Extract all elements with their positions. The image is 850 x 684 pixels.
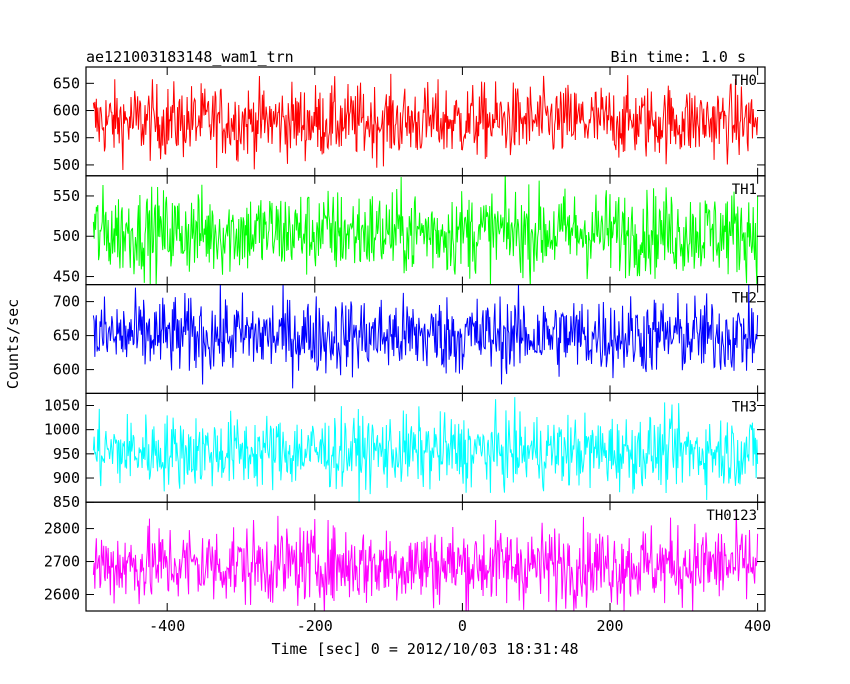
y-tick-label: 600 <box>53 102 80 120</box>
series-th3-line <box>92 397 759 503</box>
panels-group: TH0 500 550 600 650 TH1 450 500 550 TH2 600 650 700 T… <box>44 66 771 635</box>
y-tick-label: 950 <box>53 445 80 463</box>
y-tick-label: 500 <box>53 227 80 245</box>
panel-label-th1: TH1 <box>732 182 757 198</box>
panel-frame <box>85 501 766 612</box>
panel-label-th3: TH3 <box>732 399 757 415</box>
x-axis-label: Time [sec] 0 = 2012/10/03 18:31:48 <box>271 640 578 658</box>
y-tick-label: 650 <box>53 74 80 92</box>
bin-time-label: Bin time: 1.0 s <box>611 48 746 66</box>
panel-label-th0: TH0 <box>732 73 757 89</box>
y-tick-label: 2600 <box>44 586 80 604</box>
y-tick-label: 650 <box>53 327 80 345</box>
x-tick-label: 400 <box>744 617 771 635</box>
chart-title: ae121003183148_wam1_trn <box>86 48 294 66</box>
y-axis-label: Counts/sec <box>4 299 22 389</box>
x-tick-label: -400 <box>149 617 185 635</box>
series-th2-line <box>92 284 759 389</box>
y-tick-label: 450 <box>53 268 80 286</box>
series-th1-line <box>92 175 759 285</box>
y-tick-label: 550 <box>53 187 80 205</box>
y-tick-label: 900 <box>53 469 80 487</box>
y-tick-label: 700 <box>53 293 80 311</box>
y-tick-label: 1050 <box>44 396 80 414</box>
x-tick-label: 200 <box>596 617 623 635</box>
series-th0123-line <box>92 510 759 612</box>
y-tick-label: 550 <box>53 129 80 147</box>
y-tick-label: 850 <box>53 493 80 511</box>
y-tick-label: 2700 <box>44 553 80 571</box>
y-tick-label: 1000 <box>44 421 80 439</box>
x-tick-label: 0 <box>458 617 467 635</box>
panel-label-th2: TH2 <box>732 291 757 307</box>
panel-label-th0123: TH0123 <box>706 508 757 524</box>
y-tick-label: 2800 <box>44 520 80 538</box>
series-th0-line <box>92 73 759 171</box>
x-tick-label: -200 <box>297 617 333 635</box>
y-tick-label: 500 <box>53 156 80 174</box>
y-tick-label: 600 <box>53 361 80 379</box>
